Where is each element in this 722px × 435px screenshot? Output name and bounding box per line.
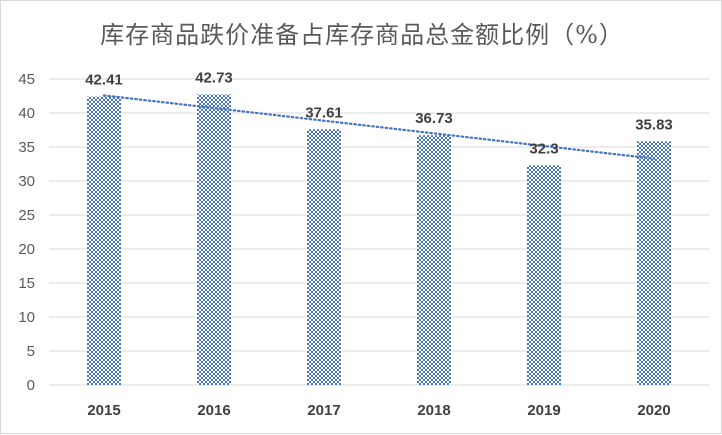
y-tick-label: 30	[18, 173, 35, 190]
x-tick-label: 2016	[197, 402, 230, 419]
y-tick-label: 20	[18, 241, 35, 258]
bar-2017	[307, 129, 341, 385]
trendline	[102, 94, 656, 160]
data-label-2020: 35.83	[635, 116, 673, 133]
x-tick-label: 2019	[527, 402, 560, 419]
y-tick-label: 15	[18, 275, 35, 292]
y-tick-label: 40	[18, 105, 35, 122]
y-tick-label: 35	[18, 139, 35, 156]
y-tick-label: 0	[27, 377, 35, 394]
bar-2018	[417, 135, 451, 385]
data-label-2019: 32.3	[529, 140, 558, 157]
y-tick-label: 25	[18, 207, 35, 224]
data-label-2015: 42.41	[85, 72, 123, 89]
bar-2015	[87, 96, 121, 385]
x-tick-label: 2018	[417, 402, 450, 419]
x-tick-label: 2017	[307, 402, 340, 419]
data-label-2018: 36.73	[415, 110, 453, 127]
bar-2019	[527, 165, 561, 385]
bar-2016	[197, 94, 231, 385]
data-label-2016: 42.73	[195, 69, 233, 86]
y-tick-label: 45	[18, 71, 35, 88]
data-label-2017: 37.61	[305, 104, 343, 121]
y-tick-label: 10	[18, 309, 35, 326]
y-tick-label: 5	[27, 343, 35, 360]
x-tick-label: 2015	[87, 402, 120, 419]
x-tick-label: 2020	[637, 402, 670, 419]
bar-2020	[637, 141, 671, 385]
chart-title: 库存商品跌价准备占库存商品总金额比例（%）	[100, 21, 624, 49]
